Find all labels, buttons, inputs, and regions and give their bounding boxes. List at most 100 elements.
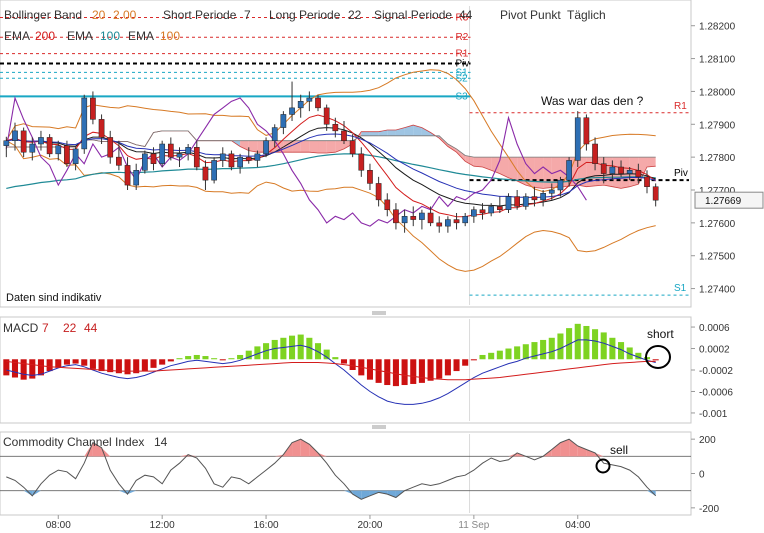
candle [488, 203, 495, 217]
candle [618, 160, 624, 177]
candle-body [419, 212, 425, 220]
cci-legend: Commodity Channel Index 14 [3, 435, 168, 449]
cloud-segment [508, 157, 518, 181]
ema-legend: EMA 200 EMA 100 EMA 100 [4, 29, 180, 43]
macd-histogram-bar [470, 359, 477, 361]
candle-body [644, 176, 650, 187]
macd-histogram-bar [133, 359, 140, 374]
ema-legend-value-2: 100 [100, 29, 120, 43]
time-tick-label: 16:00 [254, 520, 279, 531]
candle [393, 203, 399, 230]
candle-body [496, 206, 503, 210]
candle-body [375, 183, 382, 201]
cci-fill [179, 454, 189, 457]
candle-body [540, 193, 546, 201]
candle [228, 150, 235, 171]
cloud-segment [421, 127, 431, 136]
candle [522, 193, 529, 210]
ema-legend-label-1: EMA [4, 29, 30, 43]
macd-histogram-bar [98, 359, 105, 372]
cloud-segment [248, 140, 258, 153]
candle-body [107, 137, 114, 158]
candle [306, 91, 313, 112]
long-value: 22 [348, 8, 362, 22]
candle [159, 140, 166, 167]
candle [116, 140, 122, 171]
cloud-segment [309, 140, 319, 154]
macd-histogram-bar [609, 337, 616, 360]
candle-body [297, 101, 304, 109]
cloud-segment [387, 130, 396, 136]
candle-body [254, 153, 261, 161]
cci-resize-handle[interactable] [372, 425, 386, 429]
macd-histogram-bar [522, 344, 529, 360]
candle [150, 147, 157, 171]
candle [46, 134, 53, 158]
candle [540, 190, 546, 207]
time-tick-label: 11 Sep [458, 520, 489, 531]
bollinger-label: Bollinger Band [4, 8, 82, 22]
macd-histogram-bar [176, 358, 183, 360]
candle-body [159, 143, 166, 164]
macd-histogram-bar [462, 359, 469, 366]
candle [566, 157, 572, 187]
macd-line [6, 339, 656, 405]
candle-body [46, 137, 53, 155]
candle-body [583, 117, 590, 145]
cci-fill [309, 444, 319, 457]
signal-value: 44 [459, 8, 473, 22]
sell-annotation: sell [610, 443, 628, 457]
macd-histogram-bar [652, 359, 659, 361]
pivot-label-s2: S2 [456, 73, 469, 84]
candle-body [245, 156, 252, 161]
candle-body [116, 156, 122, 166]
macd-histogram-bar [202, 356, 209, 360]
candle-body [167, 143, 174, 158]
candle [38, 130, 44, 151]
cloud-segment [447, 144, 457, 153]
macd-resize-handle[interactable] [372, 311, 386, 315]
candle-body [3, 140, 10, 146]
macd-histogram-bar [635, 352, 642, 360]
candle-body [150, 153, 157, 164]
candle [626, 167, 633, 181]
candle-body [38, 137, 44, 145]
candle [271, 124, 278, 148]
cci-tick-label: 200 [699, 435, 716, 446]
macd-histogram-bar [72, 359, 79, 364]
macd-axis: 0.0006 0.0002 -0.0002 -0.0006 -0.001 [691, 323, 733, 420]
macd-histogram-bar [185, 356, 192, 360]
candle [462, 213, 469, 227]
macd-histogram-bar [237, 354, 244, 360]
macd-histogram-bar [583, 325, 590, 360]
macd-histogram-bar [289, 335, 296, 360]
macd-histogram-bar [505, 348, 512, 360]
candle [436, 216, 443, 233]
ema-legend-label-2: EMA [67, 29, 93, 43]
pivot-label: Pivot Punkt [500, 8, 561, 22]
macd-histogram-bar [228, 358, 235, 360]
candle [315, 94, 321, 112]
candle-body [393, 209, 399, 224]
chikou-line [5, 95, 587, 227]
cci-fill [92, 442, 102, 457]
candle-body [505, 196, 512, 210]
macd-param-3: 44 [84, 321, 98, 335]
macd-histogram-bar [540, 339, 547, 360]
cloud-segment [300, 140, 310, 153]
sell-marker-circle [595, 458, 611, 474]
candle [323, 104, 330, 131]
candle-body [315, 97, 321, 109]
candle [635, 163, 642, 184]
price-tick-label: 1.27600 [699, 219, 736, 230]
candle [341, 121, 347, 144]
cci-axis: 200 0 -200 [691, 435, 719, 515]
candle [12, 122, 18, 151]
candle [401, 209, 408, 233]
candle [410, 206, 417, 227]
bollinger-period: 20 [92, 8, 106, 22]
bollinger-upper [5, 69, 656, 193]
macd-histogram-bar [592, 329, 599, 360]
long-label: Long Periode [269, 8, 341, 22]
